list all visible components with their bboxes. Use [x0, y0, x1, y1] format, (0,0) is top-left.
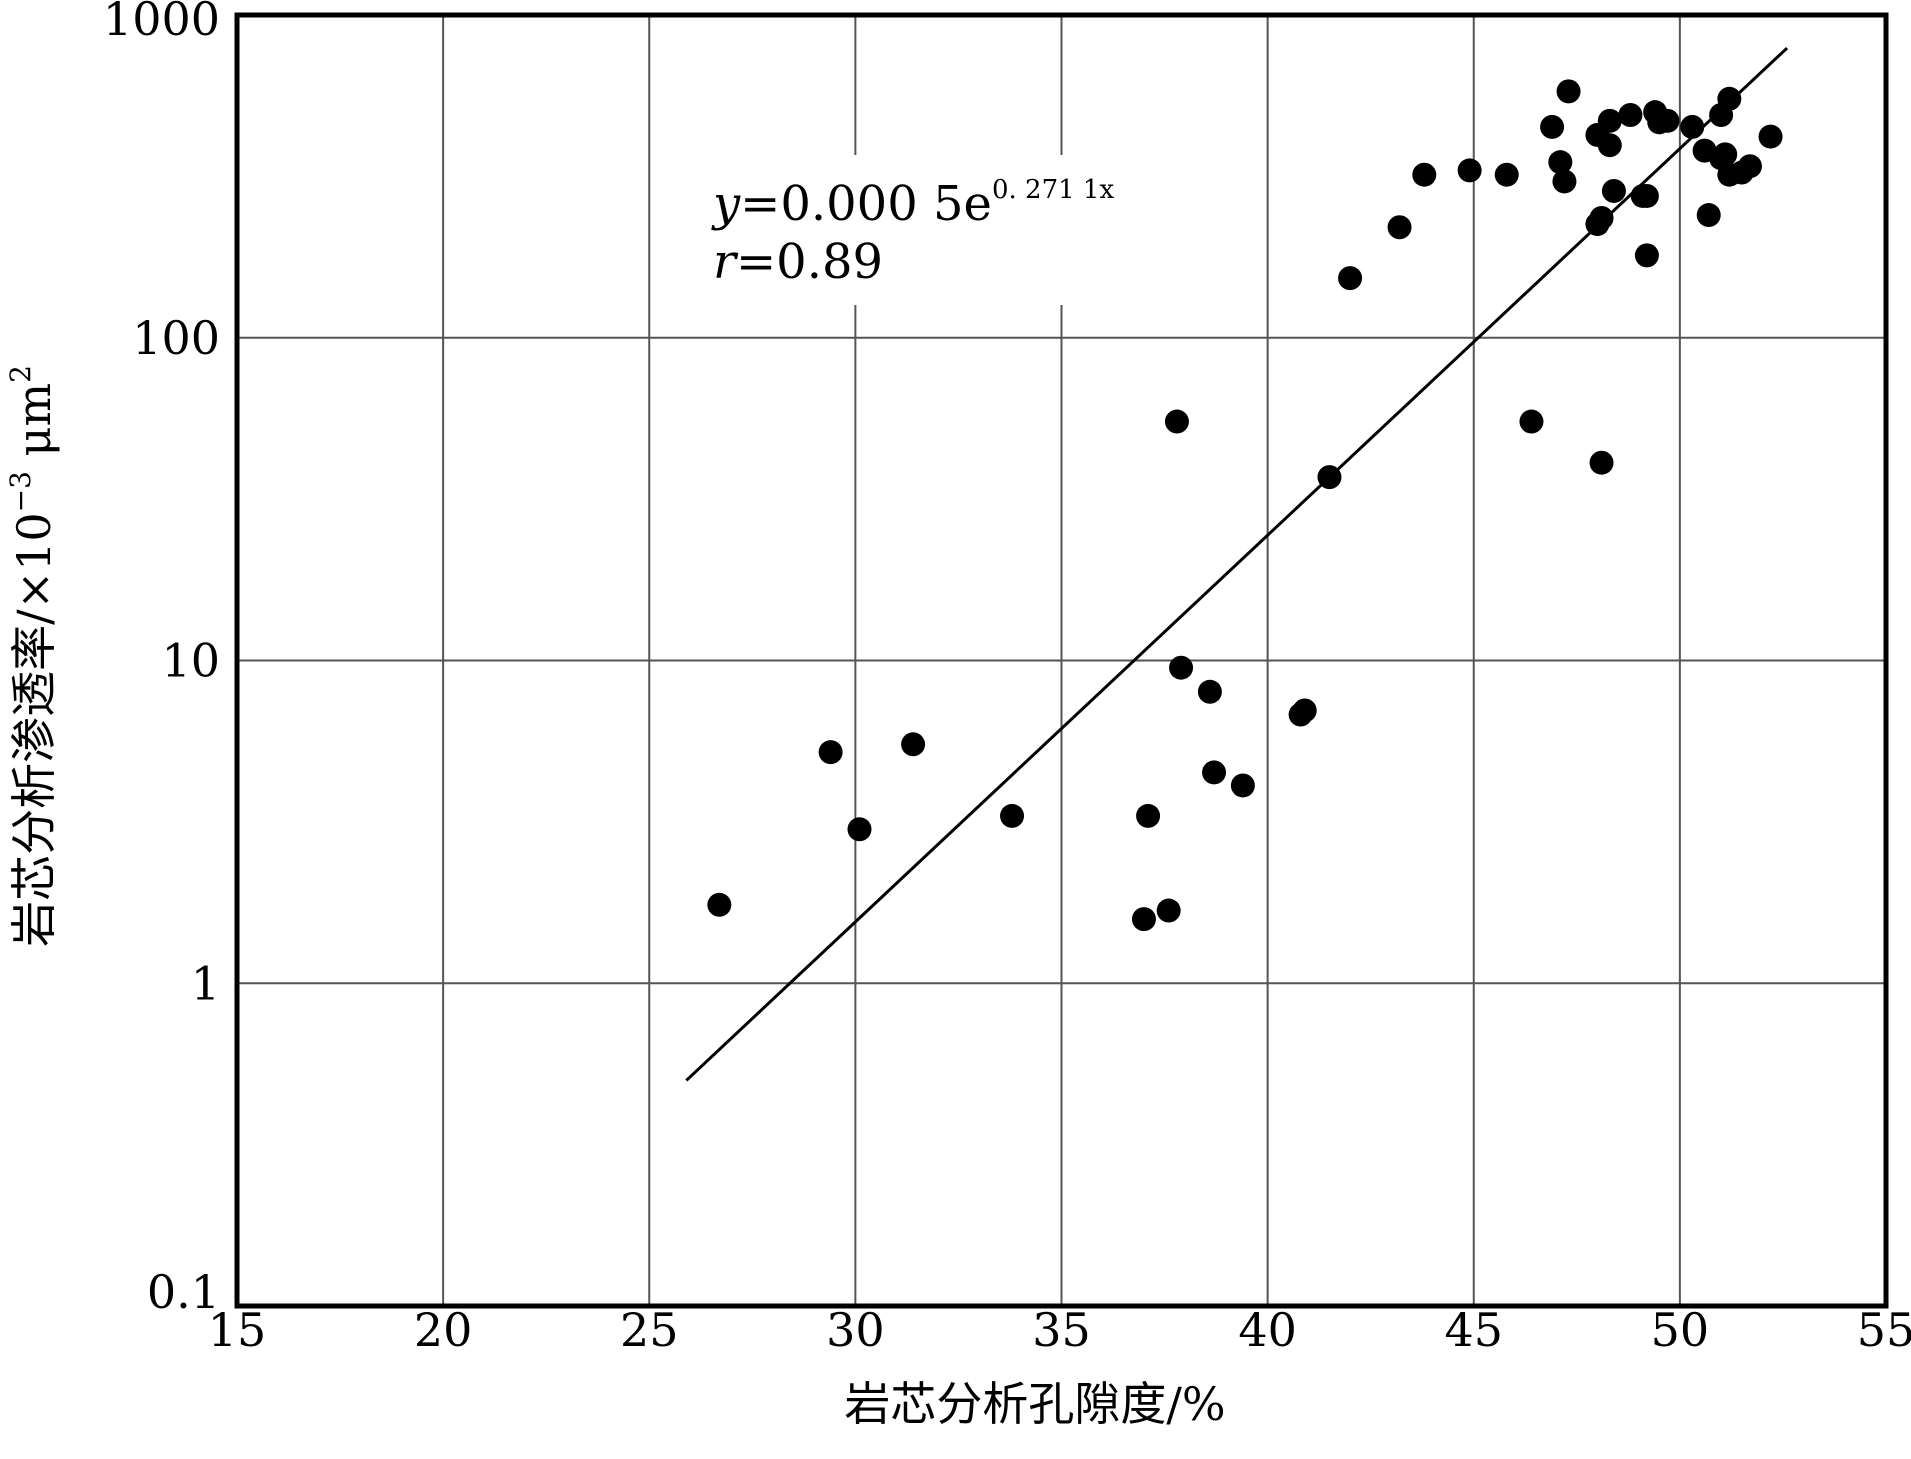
- data-point-16: [1317, 465, 1342, 490]
- data-point-29: [1589, 205, 1614, 230]
- annotation-background: [702, 155, 1120, 305]
- data-point-15: [1292, 698, 1317, 723]
- data-point-20: [1457, 158, 1482, 183]
- data-point-2: [818, 740, 843, 765]
- data-point-32: [1597, 108, 1622, 133]
- data-point-19: [1412, 162, 1437, 187]
- data-point-36: [1634, 183, 1659, 208]
- data-point-6: [1131, 907, 1156, 932]
- data-point-25: [1552, 169, 1577, 194]
- y-tick-100: 100: [132, 311, 220, 365]
- data-point-26: [1556, 79, 1581, 104]
- data-point-10: [1169, 655, 1194, 680]
- data-point-1: [707, 892, 732, 917]
- equation-prefix: =0.000 5e: [740, 176, 992, 232]
- data-point-21: [1494, 162, 1519, 187]
- data-point-7: [1136, 803, 1161, 828]
- x-axis-title: 岩芯分析孔隙度/%: [844, 1377, 1225, 1431]
- x-tick-50: 50: [1651, 1303, 1710, 1357]
- equation-exponent: 0. 271 1x: [992, 175, 1115, 205]
- x-tick-40: 40: [1238, 1303, 1297, 1357]
- x-tick-35: 35: [1032, 1303, 1091, 1357]
- data-point-50: [1737, 154, 1762, 179]
- y-tick-1000: 1000: [103, 0, 220, 46]
- data-point-5: [1000, 803, 1025, 828]
- x-tick-labels: 15 20 25 30 35 40 45 50 55: [208, 1303, 1911, 1357]
- x-tick-20: 20: [414, 1303, 473, 1357]
- data-point-51: [1758, 124, 1783, 149]
- x-tick-45: 45: [1444, 1303, 1503, 1357]
- equation-label: y=0.000 5e0. 271 1x: [711, 175, 1114, 232]
- data-point-30: [1589, 450, 1614, 475]
- data-point-13: [1230, 773, 1255, 798]
- data-point-24: [1548, 150, 1573, 175]
- correlation-value: =0.89: [736, 234, 883, 290]
- y-tick-labels: 0.1 1 10 100 1000: [103, 0, 220, 1319]
- data-point-43: [1696, 203, 1721, 228]
- x-tick-55: 55: [1857, 1303, 1911, 1357]
- data-point-40: [1655, 108, 1680, 133]
- data-point-46: [1713, 142, 1738, 167]
- data-point-17: [1338, 266, 1363, 291]
- data-point-41: [1680, 114, 1705, 139]
- data-point-34: [1618, 102, 1643, 127]
- plot-frame: [234, 12, 1889, 1309]
- data-point-33: [1601, 178, 1626, 203]
- x-tick-15: 15: [208, 1303, 267, 1357]
- data-point-18: [1387, 215, 1412, 240]
- data-point-31: [1597, 133, 1622, 158]
- data-point-37: [1634, 243, 1659, 268]
- data-point-11: [1197, 679, 1222, 704]
- data-point-4: [901, 732, 926, 757]
- y-axis-title: 岩芯分析渗透率/×10−3 μm2: [4, 365, 61, 947]
- data-point-23: [1540, 114, 1565, 139]
- data-point-3: [847, 817, 872, 842]
- data-point-12: [1202, 760, 1227, 785]
- data-point-22: [1519, 409, 1544, 434]
- data-point-8: [1156, 898, 1181, 923]
- y-tick-1: 1: [191, 956, 220, 1010]
- correlation-label: r=0.89: [713, 234, 883, 290]
- y-tick-0.1: 0.1: [147, 1265, 220, 1319]
- x-tick-25: 25: [620, 1303, 679, 1357]
- data-point-47: [1717, 86, 1742, 111]
- data-point-9: [1164, 409, 1189, 434]
- data-points: [707, 79, 1783, 932]
- x-tick-30: 30: [826, 1303, 885, 1357]
- y-tick-10: 10: [161, 634, 220, 688]
